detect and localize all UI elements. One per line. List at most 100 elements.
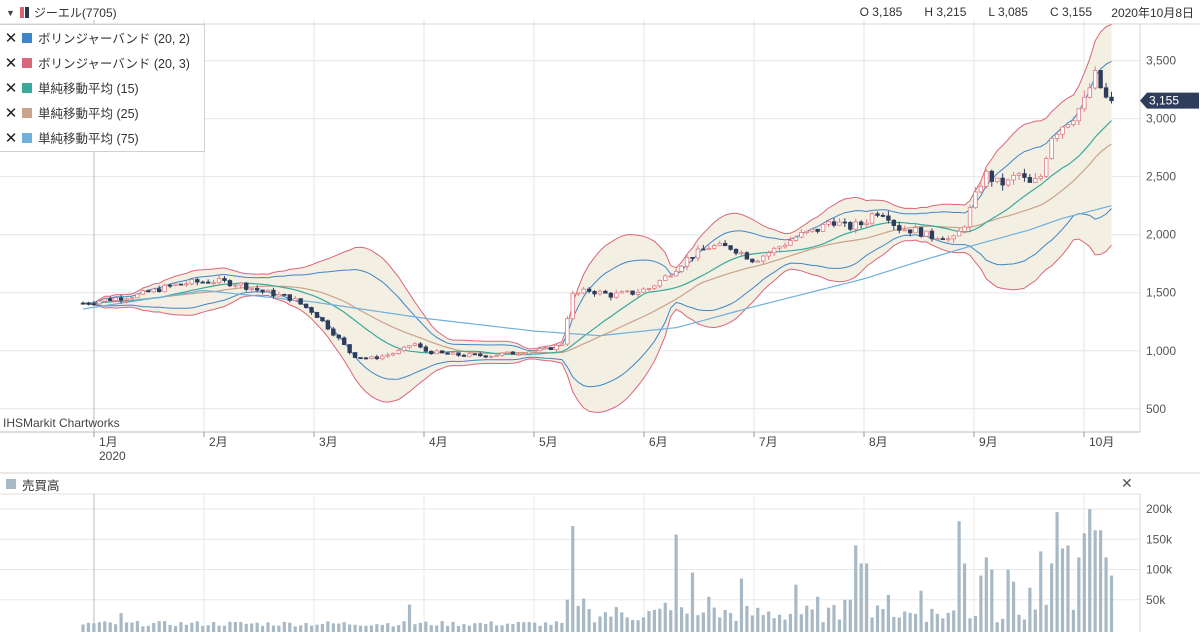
candle-body: [799, 232, 804, 238]
candle-body: [271, 289, 276, 297]
volume-bar: [380, 624, 384, 632]
candle: [929, 228, 935, 242]
volume-bar: [86, 622, 91, 632]
candle-body: [347, 344, 352, 353]
candle-body: [1071, 120, 1076, 125]
candle-body: [576, 292, 581, 295]
sma15-line: [82, 120, 1112, 356]
candle-body: [293, 298, 298, 301]
volume-bar: [184, 624, 188, 632]
legend-swatch: [22, 57, 32, 68]
candle-body: [679, 265, 684, 272]
candle: [1054, 132, 1060, 142]
candle-body: [701, 248, 706, 251]
remove-indicator-icon[interactable]: ✕: [4, 104, 18, 122]
volume-bar: [979, 575, 983, 632]
candle: [989, 169, 994, 187]
volume-bar: [603, 612, 608, 632]
volume-bar: [1044, 604, 1048, 632]
symbol-title: ジーエル(7705): [33, 6, 117, 20]
candle-body: [673, 270, 679, 277]
volume-bar: [299, 625, 303, 632]
candle: [679, 265, 684, 274]
candle-body: [97, 300, 102, 305]
volume-bar: [837, 619, 842, 632]
candle-body: [211, 282, 216, 285]
candle: [951, 234, 956, 243]
volume-bar: [957, 521, 961, 632]
volume-bar: [446, 625, 450, 632]
candle-body: [929, 230, 935, 240]
legend-item: ✕ 単純移動平均 (25): [0, 100, 204, 125]
candle: [347, 344, 352, 355]
candle-body: [342, 337, 347, 345]
close-value: C 3,155: [1049, 5, 1092, 19]
candle: [303, 303, 309, 309]
volume-bar: [435, 625, 439, 632]
candle: [1103, 82, 1109, 99]
candle: [619, 290, 624, 294]
x-tick-label: 10月: [1089, 435, 1114, 449]
candle-body: [325, 320, 331, 330]
y-tick-label: 2,500: [1146, 170, 1176, 184]
candle: [820, 222, 826, 232]
candle: [918, 226, 924, 238]
candle: [113, 296, 118, 302]
volume-bar: [745, 605, 749, 632]
candle: [624, 289, 630, 293]
volume-bar: [141, 626, 145, 632]
volume-bar: [179, 622, 183, 632]
candle-body: [434, 350, 439, 355]
candle: [706, 245, 712, 250]
remove-indicator-icon[interactable]: ✕: [4, 29, 18, 47]
candle-body: [810, 228, 815, 232]
candle: [739, 250, 744, 258]
candle: [1109, 91, 1114, 104]
candle-body: [619, 291, 624, 294]
candle: [831, 217, 837, 228]
candle-body: [516, 353, 521, 356]
candle: [412, 342, 418, 347]
candle-body: [118, 297, 124, 301]
candle: [875, 211, 880, 218]
candle: [570, 290, 575, 320]
candle-body: [989, 170, 994, 182]
candle: [1082, 90, 1087, 112]
candle: [80, 301, 86, 305]
candle: [1065, 124, 1071, 129]
candle: [86, 301, 91, 306]
volume-bar: [152, 622, 156, 632]
candle: [673, 268, 679, 277]
volume-bar: [271, 625, 276, 632]
volume-bar: [114, 624, 118, 632]
chart-header: ▼ ジーエル(7705) O 3,185 H 3,215 L 3,085 C 3…: [0, 0, 1200, 24]
volume-bar: [761, 615, 765, 632]
candle-body: [668, 275, 673, 278]
volume-bar: [543, 622, 548, 632]
bollinger-fill: [83, 24, 1112, 413]
candle: [429, 350, 434, 355]
remove-indicator-icon[interactable]: ✕: [4, 79, 18, 97]
candle: [494, 354, 499, 357]
candle: [396, 348, 401, 355]
volume-bar: [429, 625, 433, 632]
candle-body: [1005, 179, 1011, 186]
candle-body: [108, 298, 113, 301]
close-icon[interactable]: ✕: [1121, 475, 1133, 491]
x-tick-label: 2月: [209, 435, 228, 449]
candle: [282, 293, 287, 296]
y-tick-label: 2,000: [1146, 228, 1176, 242]
volume-bar: [1109, 575, 1114, 632]
candle: [690, 257, 695, 262]
candle: [695, 245, 701, 262]
remove-indicator-icon[interactable]: ✕: [4, 54, 18, 72]
candle-body: [918, 227, 924, 237]
volume-tick-label: 100k: [1146, 563, 1173, 577]
candle-body: [249, 288, 254, 290]
legend-item: ✕ 単純移動平均 (75): [0, 125, 204, 150]
remove-indicator-icon[interactable]: ✕: [4, 129, 18, 147]
last-price-badge: 3,155: [1140, 92, 1199, 109]
collapse-triangle-icon[interactable]: ▼: [6, 7, 15, 18]
volume-bar: [369, 625, 374, 632]
